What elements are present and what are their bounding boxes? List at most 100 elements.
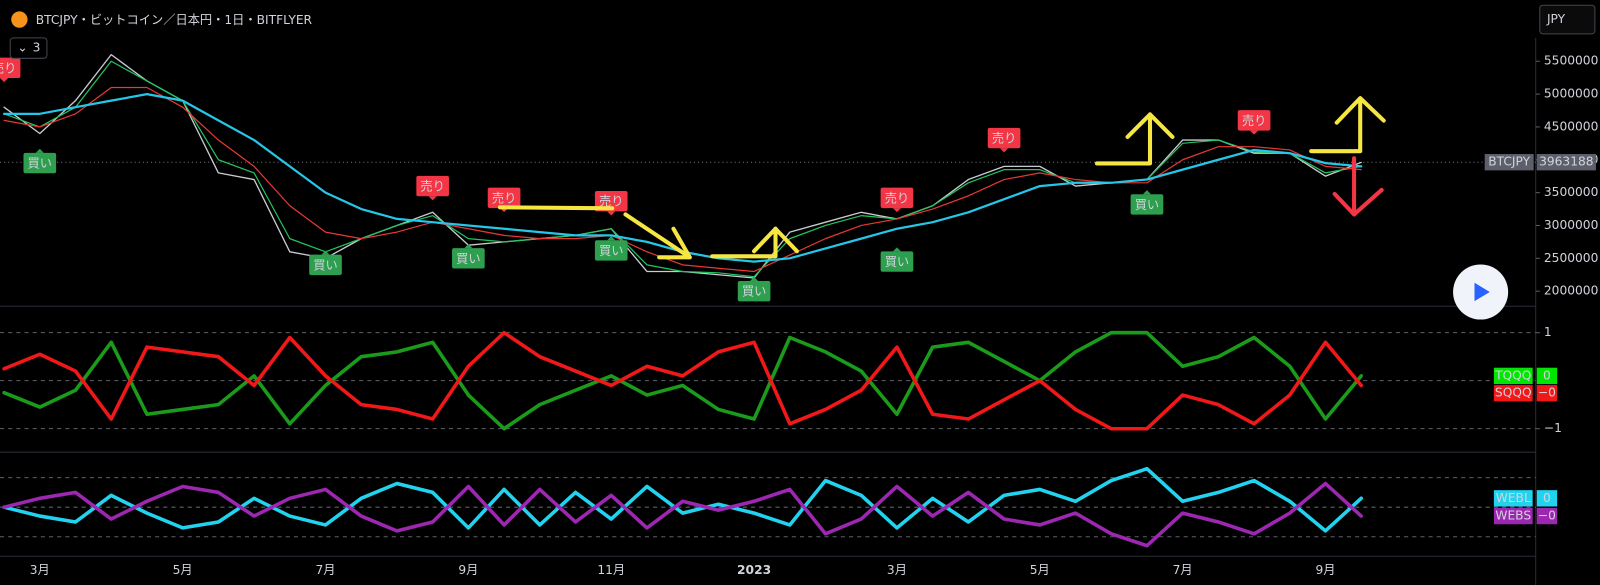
signal-pointer	[464, 244, 473, 249]
signal-label: 売り	[992, 131, 1016, 146]
y-tick-label: 3500000	[1544, 185, 1599, 199]
y-tick-label: 5500000	[1544, 54, 1599, 68]
y-tick-label: −1	[1544, 421, 1562, 435]
signal-pointer	[1000, 148, 1009, 153]
signal-pointer	[1142, 190, 1152, 195]
legend-value-tag	[1536, 490, 1558, 507]
series-line	[3, 86, 1362, 273]
legend-value: −0	[1538, 509, 1556, 523]
signal-pointer	[321, 250, 330, 255]
signal-label: 買い	[885, 255, 909, 269]
legend-name: WEBL	[1496, 491, 1531, 505]
x-tick-label: 2023	[737, 563, 771, 577]
buy-signal	[1130, 194, 1164, 215]
sell-signal	[487, 187, 521, 209]
drawings	[497, 96, 1386, 260]
last-price-tag	[1536, 154, 1596, 171]
signal-pointer	[607, 211, 616, 216]
y-tick-label: 4500000	[1544, 119, 1599, 133]
legend-name: WEBS	[1495, 509, 1531, 523]
legend-value: 0	[1543, 368, 1551, 382]
y-tick-label: 2500000	[1544, 251, 1599, 265]
signal-pointer	[892, 208, 902, 213]
series-line	[2, 330, 1364, 431]
y-tick-label: 3000000	[1544, 218, 1599, 232]
drawing-arrow	[1309, 96, 1386, 154]
y-tick-label: 5000000	[1544, 87, 1599, 101]
x-tick-label: 3月	[30, 563, 50, 577]
buy-signal	[880, 251, 914, 272]
signal-label: 買い	[742, 285, 766, 299]
x-tick-label: 7月	[1173, 563, 1193, 577]
x-tick-label: 5月	[173, 563, 193, 577]
series-line	[2, 481, 1364, 548]
signal-pointer	[428, 196, 437, 201]
legend-name: SQQQ	[1495, 386, 1532, 400]
signal-pointer	[607, 236, 616, 241]
x-tick-label: 7月	[315, 563, 335, 577]
last-price-value: 3963188	[1539, 155, 1594, 169]
plot-layers: 3月 5月 7月 9月 11月 2023 3月 5月 7月 9月 2000000 2500000 300…	[0, 54, 1598, 577]
drawing-arrow	[710, 226, 799, 259]
sell-signal	[880, 187, 914, 209]
indicator-toggle-box[interactable]	[9, 37, 48, 59]
drawing-line	[497, 205, 615, 211]
x-tick-label: 9月	[458, 563, 478, 577]
sell-signal	[0, 57, 21, 79]
x-tick-label: 9月	[1315, 563, 1335, 577]
legend-value: 0	[1543, 491, 1551, 505]
signal-pointer	[0, 78, 9, 83]
replay-button[interactable]	[1453, 264, 1509, 320]
signal-label: 売り	[885, 190, 909, 205]
signal-label: 売り	[420, 179, 444, 194]
buy-signal	[594, 240, 628, 261]
buy-signal	[452, 248, 485, 269]
indicator-count: 3	[33, 41, 41, 55]
legend-name-tag	[1493, 367, 1533, 385]
signal-pointer	[1250, 130, 1259, 135]
signal-label: 売り	[0, 60, 16, 75]
chevron: ⌄	[17, 41, 27, 55]
currency-label: JPY	[1546, 12, 1566, 26]
drawing-arrow	[1332, 156, 1384, 217]
signal-label: 買い	[313, 258, 337, 272]
signal-pointer	[750, 276, 759, 281]
x-tick-label: 5月	[1030, 563, 1050, 577]
legend-value-tag	[1536, 507, 1558, 525]
signal-label: 買い	[1135, 198, 1159, 212]
signal-label: 売り	[599, 194, 623, 209]
last-price-name: BTCJPY	[1488, 155, 1530, 169]
buy-signal	[737, 280, 771, 302]
buy-signal	[23, 152, 57, 174]
y-tick-label: 1	[1544, 325, 1552, 339]
signal-pointer	[892, 247, 902, 252]
legend-value-tag	[1536, 385, 1558, 402]
legend-value: −0	[1538, 386, 1556, 400]
play-icon	[1474, 282, 1490, 302]
signal-label: 買い	[599, 244, 623, 258]
legend-name-tag	[1493, 385, 1533, 402]
legend-name: TQQQ	[1494, 368, 1531, 382]
symbol-title: BTCJPY・ビットコイン／日本円・1日・BITFLYER	[36, 13, 313, 27]
last-price-name-tag	[1484, 154, 1534, 171]
series-line	[2, 466, 1364, 533]
signal-label: 売り	[492, 190, 516, 205]
drawing-arrow	[1094, 112, 1175, 166]
x-tick-label: 11月	[597, 563, 625, 577]
sell-signal	[987, 127, 1021, 149]
currency-button[interactable]: JPY	[1539, 4, 1596, 35]
signal-label: 買い	[28, 157, 52, 171]
series-line	[2, 330, 1364, 431]
signal-label: 買い	[456, 252, 480, 266]
indicator-toggle[interactable]: ⌄ 3	[9, 37, 48, 59]
signal-pointer	[35, 148, 44, 153]
currency-button-box[interactable]	[1539, 4, 1596, 35]
x-tick-label: 3月	[887, 563, 907, 577]
legend-name-tag	[1493, 490, 1533, 507]
y-tick-label: 2000000	[1544, 284, 1599, 298]
legend-name-tag	[1493, 507, 1533, 525]
legend-value-tag	[1536, 367, 1558, 385]
